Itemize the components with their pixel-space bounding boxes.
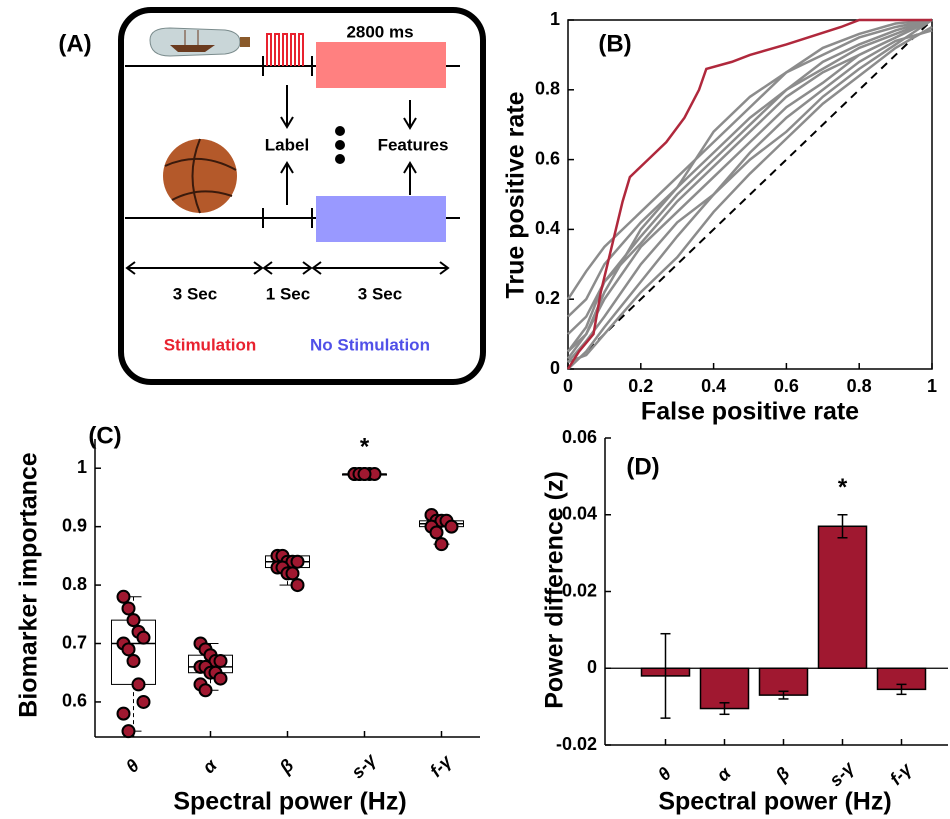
x-tick-label: f-γ xyxy=(426,751,456,781)
y-tick-label: 0 xyxy=(587,657,597,677)
features-text: Features xyxy=(378,135,449,154)
annotation: * xyxy=(360,433,370,460)
point xyxy=(121,724,136,739)
point xyxy=(116,706,131,721)
point xyxy=(357,467,372,482)
y-tick-label: 1 xyxy=(550,9,560,29)
point xyxy=(121,642,136,657)
panel-label: (D) xyxy=(626,453,659,480)
point xyxy=(444,519,459,534)
y-tick-label: 0.7 xyxy=(62,632,87,652)
annotation: * xyxy=(838,474,848,501)
x-axis-label: Spectral power (Hz) xyxy=(173,788,406,816)
point xyxy=(126,613,141,628)
y-tick-label: -0.02 xyxy=(556,734,597,754)
stimulation: Stimulation xyxy=(164,335,257,354)
x-tick-label: s-γ xyxy=(825,757,858,790)
bar xyxy=(817,525,868,670)
point xyxy=(429,525,444,540)
y-axis-label: Biomarker importance xyxy=(15,452,43,717)
x-tick-label: θ xyxy=(122,755,143,776)
point xyxy=(290,578,305,593)
y-tick-label: 0.6 xyxy=(535,148,560,168)
interval: 3 Sec xyxy=(173,284,217,303)
y-tick-label: 0.2 xyxy=(535,288,560,308)
x-tick-label: 0.8 xyxy=(847,376,872,396)
roc-curve xyxy=(567,25,933,364)
point xyxy=(121,601,136,616)
y-tick-label: 0.8 xyxy=(62,574,87,594)
label-text: Label xyxy=(265,135,309,154)
x-axis-label: False positive rate xyxy=(641,398,859,426)
point xyxy=(213,654,228,669)
roc-curve xyxy=(566,18,933,360)
point xyxy=(434,537,449,552)
x-tick-label: β xyxy=(771,763,794,786)
y-tick-label: 0.02 xyxy=(562,580,597,600)
x-tick-label: 1 xyxy=(927,376,937,396)
roc-curve xyxy=(567,18,933,363)
panel-a: (A) 2800 ms Label Features xyxy=(58,7,486,385)
roc-curve xyxy=(567,18,933,353)
plot-frame xyxy=(567,19,933,370)
y-tick-label: 0.6 xyxy=(62,691,87,711)
pulses xyxy=(266,33,304,66)
roc-curve xyxy=(567,29,933,370)
y-axis-label: True positive rate xyxy=(502,91,530,298)
point xyxy=(136,694,151,709)
panel-label: (B) xyxy=(598,30,631,57)
roc-curve xyxy=(566,18,932,370)
y-tick-label: 0.8 xyxy=(535,79,560,99)
x-tick-label: 0.4 xyxy=(701,376,726,396)
y-tick-label: 1 xyxy=(77,457,87,477)
panel-label: (A) xyxy=(58,30,91,57)
interval: 3 Sec xyxy=(358,284,402,303)
point xyxy=(116,589,131,604)
arrows xyxy=(125,85,450,275)
chance-line xyxy=(567,19,933,370)
roc-curve xyxy=(567,18,933,318)
y-tick-label: 0.4 xyxy=(535,218,560,238)
x-tick-label: f-γ xyxy=(886,759,916,789)
bottle-icon xyxy=(149,27,250,57)
roc-curve xyxy=(566,18,933,353)
x-tick-label: α xyxy=(199,755,222,778)
x-tick-label: α xyxy=(713,763,736,786)
x-tick-label: θ xyxy=(654,763,675,784)
x-tick-label: 0.6 xyxy=(774,376,799,396)
y-tick-label: 0 xyxy=(550,358,560,378)
x-axis-label: Spectral power (Hz) xyxy=(658,788,891,816)
x-tick-label: β xyxy=(275,755,298,778)
stim-window xyxy=(316,42,446,88)
no-stimulation: No Stimulation xyxy=(310,335,430,354)
duration: 2800 ms xyxy=(346,22,413,41)
point xyxy=(136,630,151,645)
point xyxy=(290,554,305,569)
point xyxy=(198,683,213,698)
roc-curve xyxy=(566,18,933,300)
y-axis-label: Power difference (z) xyxy=(541,471,569,709)
frame xyxy=(118,7,486,385)
x-tick-label: 0.2 xyxy=(628,376,653,396)
point xyxy=(131,677,146,692)
y-tick-label: 0.06 xyxy=(562,427,597,447)
y-tick-label: 0.9 xyxy=(62,515,87,535)
point xyxy=(213,671,228,686)
nostim-window xyxy=(316,196,446,242)
x-tick-label: 0 xyxy=(563,376,573,396)
roc-curve xyxy=(567,18,933,336)
point xyxy=(126,654,141,669)
ball-icon xyxy=(163,138,237,214)
y-tick-label: 0.04 xyxy=(562,504,597,524)
panel-label: (C) xyxy=(88,422,121,449)
interval: 1 Sec xyxy=(266,284,310,303)
x-tick-label: s-γ xyxy=(347,749,380,782)
point xyxy=(285,566,300,581)
